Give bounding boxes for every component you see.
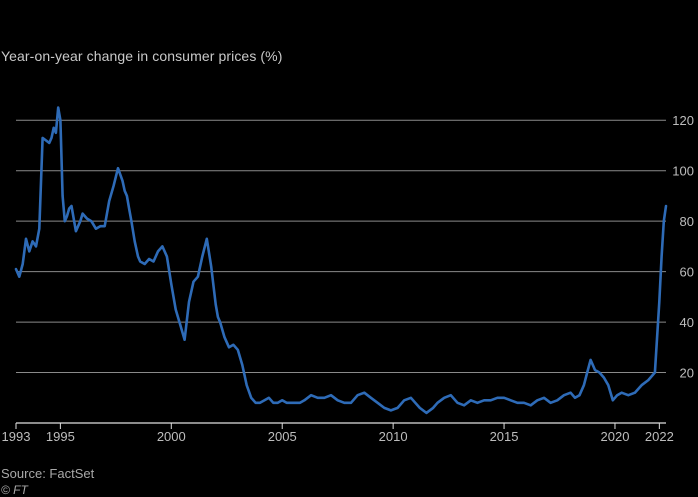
x-tick-label-2022: 2022: [645, 429, 674, 444]
y-tick-label-20: 20: [680, 366, 694, 381]
y-axis-tick-labels: 20 40 60 80 100 120: [672, 113, 694, 380]
series-line-0: [14, 106, 668, 415]
copyright-note: © FT: [1, 483, 28, 497]
y-tick-label-120: 120: [672, 113, 694, 128]
gridlines: [16, 119, 666, 374]
x-axis: 1993 1995 2000 2005 2010 2015 2020 2022: [2, 422, 674, 444]
x-tick-label-2005: 2005: [268, 429, 297, 444]
x-tick-label-2015: 2015: [490, 429, 519, 444]
y-tick-label-100: 100: [672, 164, 694, 179]
line-chart: 20 40 60 80 100 120 1993 1995 2000 2005 2010 2015 2…: [2, 106, 694, 444]
y-tick-label-80: 80: [680, 214, 694, 229]
y-tick-label-40: 40: [680, 315, 694, 330]
chart-subtitle: Year-on-year change in consumer prices (…: [1, 48, 283, 64]
x-tick-label-2000: 2000: [157, 429, 186, 444]
x-tick-label-1993: 1993: [2, 429, 31, 444]
source-note: Source: FactSet: [1, 466, 95, 481]
x-tick-label-2010: 2010: [379, 429, 408, 444]
x-tick-label-1995: 1995: [46, 429, 75, 444]
x-tick-label-2020: 2020: [601, 429, 630, 444]
series-layer: [14, 106, 668, 415]
y-tick-label-60: 60: [680, 265, 694, 280]
